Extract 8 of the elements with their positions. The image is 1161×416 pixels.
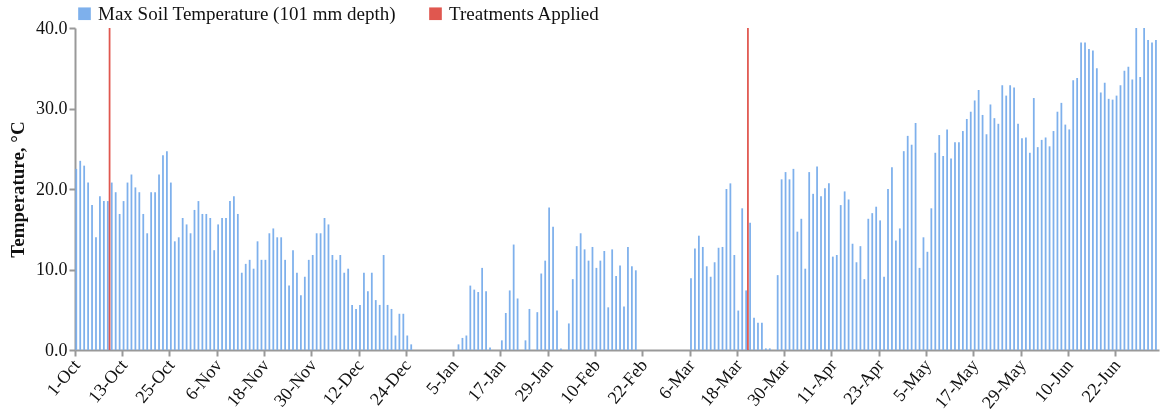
legend-label: Max Soil Temperature (101 mm depth) [98, 2, 396, 25]
y-tick-label: 30.0 [36, 98, 68, 118]
y-tick-label: 0.0 [45, 339, 68, 360]
y-tick-label: 20.0 [36, 178, 68, 199]
legend-label: Treatments Applied [449, 2, 600, 24]
y-tick-label: 40.0 [36, 17, 68, 38]
y-tick-label: 10.0 [36, 259, 68, 279]
y-axis-title: Temperature, °C [7, 121, 28, 258]
